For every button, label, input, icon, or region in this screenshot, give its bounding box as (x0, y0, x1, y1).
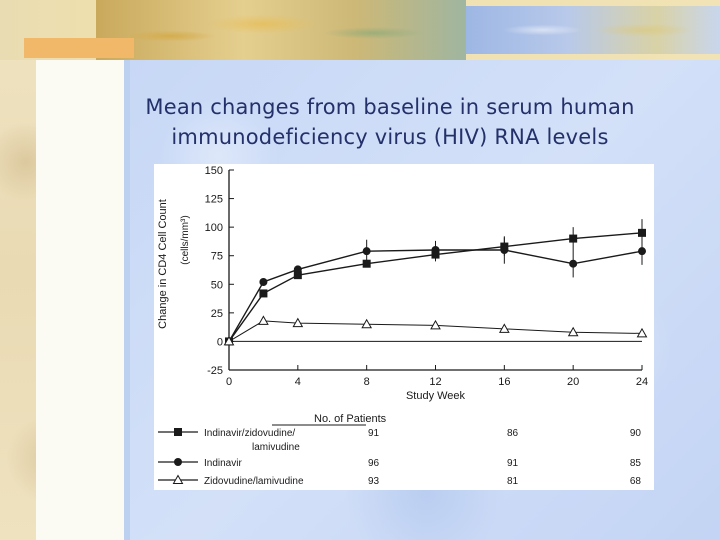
x-tick-label: 4 (295, 376, 301, 388)
cd4-chart-figure: -25 0 25 50 75 100 125 150 0 4 8 12 16 20 24 Study Week… (154, 164, 654, 490)
legend-patient-count: 96 (368, 458, 380, 469)
data-point (259, 278, 268, 286)
data-point (430, 319, 441, 330)
data-point (258, 315, 269, 325)
data-point (638, 247, 646, 256)
y-tick-label: 125 (205, 194, 223, 206)
y-tick-label: -25 (207, 365, 223, 377)
data-point (638, 228, 646, 237)
x-axis-label: Study Week (406, 390, 466, 402)
data-point (259, 289, 268, 298)
y-axis-label: Change in CD4 Cell Count (157, 199, 169, 329)
legend-patient-count: 81 (507, 476, 519, 487)
slide-title-line-2: immunodeficiency virus (HIV) RNA levels (171, 125, 609, 149)
x-tick-label: 12 (429, 376, 441, 388)
header-banner (0, 0, 720, 60)
legend-patient-count: 91 (507, 458, 519, 469)
series-triangle (223, 315, 648, 346)
orange-accent-bar (24, 38, 134, 58)
chart-series (223, 219, 648, 346)
x-tick-label: 8 (364, 376, 370, 388)
y-tick-label: 100 (205, 222, 223, 234)
x-tick-label: 16 (498, 376, 510, 388)
legend-patient-count: 85 (630, 458, 642, 469)
data-point (498, 323, 510, 333)
autumn-leaves-artwork (96, 0, 466, 60)
legend-marker (174, 458, 182, 466)
data-point (567, 326, 579, 337)
data-point (293, 265, 302, 274)
series-line (228, 232, 643, 342)
slide-title-line-1: Mean changes from baseline in serum huma… (145, 95, 635, 119)
legend-label: Zidovudine/lamivudine (204, 476, 304, 487)
chart-legend: No. of Patients Indinavir/zidovudine/lami… (158, 413, 641, 487)
data-point (569, 259, 578, 268)
data-point (500, 246, 509, 254)
legend-marker (174, 428, 182, 436)
legend-marker (172, 474, 184, 484)
legend-label: Indinavir/zidovudine/ (204, 428, 295, 439)
legend-label-continued: lamivudine (252, 442, 300, 453)
y-axis-unit-label: (cells/mm³) (180, 215, 191, 264)
data-point (569, 234, 578, 243)
legend-patient-count: 93 (368, 476, 380, 487)
y-tick-label: 50 (211, 279, 223, 291)
white-margin-strip (36, 60, 124, 540)
data-point (292, 317, 304, 328)
series-circle (225, 236, 646, 346)
data-point (362, 259, 371, 268)
blue-divider-stripe (124, 60, 130, 540)
legend-patient-count: 90 (630, 428, 642, 439)
y-tick-label: 75 (211, 251, 223, 263)
x-tick-label: 24 (636, 376, 648, 388)
data-point (362, 247, 371, 256)
data-point (636, 327, 648, 338)
data-point (293, 271, 302, 280)
y-tick-label: 150 (205, 165, 223, 177)
legend-patient-count: 68 (630, 476, 642, 487)
decorative-pattern-artwork (466, 6, 720, 54)
data-point (431, 246, 440, 254)
slide-title: Mean changes from baseline in serum huma… (100, 92, 680, 152)
data-point (361, 318, 373, 329)
series-line (228, 249, 643, 342)
legend-title: No. of Patients (314, 413, 387, 425)
legend-label: Indinavir (204, 458, 242, 469)
legend-patient-count: 86 (507, 428, 519, 439)
x-tick-label: 20 (567, 376, 579, 388)
legend-patient-count: 91 (368, 428, 380, 439)
y-tick-label: 25 (211, 308, 223, 320)
series-line (228, 320, 643, 342)
y-tick-label: 0 (217, 336, 223, 348)
data-point (223, 335, 235, 346)
x-tick-label: 0 (226, 376, 232, 388)
